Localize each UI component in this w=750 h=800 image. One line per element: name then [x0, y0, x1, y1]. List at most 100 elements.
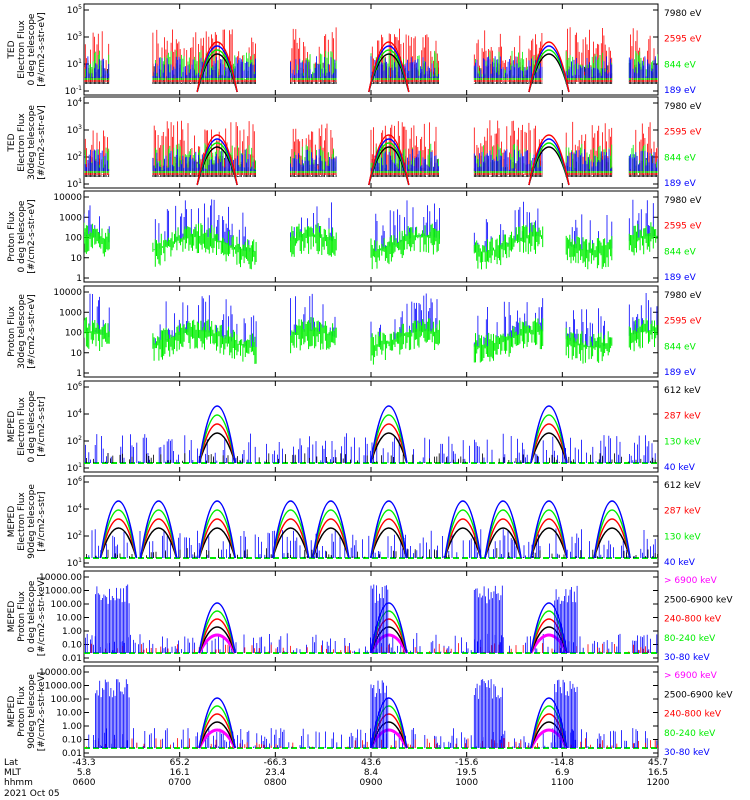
legend-entry: 189 eV: [664, 179, 697, 189]
y-tick-label: 1.00: [62, 722, 82, 732]
legend-entry: 2500-6900 keV: [664, 595, 733, 605]
footer-time-value: 0900: [360, 778, 383, 788]
y-tick-label: 101: [67, 178, 82, 190]
y-axis-label-line: [#/cm2-s-str-eV]: [27, 294, 37, 369]
y-axis-label-line: 90deg telescope: [27, 484, 37, 559]
y-axis-label-line: [#/cm2-s-str-eV]: [27, 199, 37, 274]
trace-arch: [530, 527, 568, 559]
y-tick-label: 105: [67, 4, 82, 16]
trace-band: [84, 222, 110, 257]
legend-entry: 7980 eV: [664, 9, 702, 19]
legend-entry: 130 keV: [664, 437, 701, 447]
trace-arch: [271, 518, 310, 559]
trace-arch: [139, 518, 178, 559]
y-axis-label-line: [#/cm2-s-str-keV]: [37, 577, 47, 656]
trace-arch: [528, 134, 570, 186]
y-tick-label: 104: [67, 408, 82, 420]
legend-entry: 240-800 keV: [664, 615, 722, 625]
trace-spike: [473, 585, 503, 653]
y-tick-label: 0.01: [62, 749, 82, 759]
y-axis-label-line: MEPED: [7, 601, 17, 633]
y-axis-label-line: Proton Flux: [7, 306, 17, 357]
y-tick-label: 106: [67, 381, 82, 393]
footer-mlt-value: 6.9: [555, 768, 570, 778]
trace-arch: [370, 518, 408, 559]
y-tick-label: 0.10: [62, 736, 82, 746]
trace-arch: [530, 405, 568, 464]
trace-band: [370, 223, 440, 270]
trace-spike: [473, 679, 503, 748]
legend-entry: 80-240 keV: [664, 634, 716, 644]
trace-arch: [528, 53, 570, 93]
legend-entry: 7980 eV: [664, 291, 702, 301]
trace-arch: [196, 134, 238, 186]
trace-arch: [99, 509, 138, 559]
footer-mlt-value: 16.1: [170, 768, 190, 778]
trace-spike: [370, 149, 439, 171]
trace-spike: [554, 585, 578, 653]
legend-entry: 40 keV: [664, 558, 696, 568]
panel-7: MEPED Proton Flux 0 deg telescope [#/cm2-s-…: [7, 570, 733, 664]
y-axis-label-line: TED: [7, 133, 17, 152]
legend-entry: 30-80 keV: [664, 748, 710, 758]
trace-spike: [554, 679, 578, 748]
trace-spike: [290, 293, 336, 338]
y-axis-label-line: [#/cm2-s-str]: [37, 396, 47, 456]
trace-spike: [290, 149, 337, 171]
trace-band: [84, 317, 110, 351]
y-axis-label-line: Proton Flux: [7, 211, 17, 262]
footer-lat-value: 65.2: [170, 758, 190, 768]
trace-arch: [530, 414, 568, 464]
trace-band: [565, 234, 613, 270]
legend-entry: 130 keV: [664, 532, 701, 542]
trace-spike: [565, 56, 613, 78]
trace-group: [84, 405, 658, 464]
y-axis-label-line: MEPED: [7, 696, 17, 728]
legend-entry: 844 eV: [664, 153, 697, 163]
y-axis-label-line: 90deg telescope: [27, 674, 37, 749]
y-axis-label-line: Electron Flux: [17, 492, 27, 551]
trace-arch: [139, 527, 178, 559]
y-tick-label: 100: [65, 329, 82, 339]
y-axis-label-line: TED: [7, 40, 17, 59]
y-tick-label: 0.01: [62, 654, 82, 664]
trace-arch: [368, 41, 410, 93]
y-tick-label: 10.00: [56, 709, 82, 719]
trace-group: [84, 679, 658, 749]
trace-arch: [370, 432, 408, 464]
trace-arch: [484, 518, 522, 559]
y-tick-label: 10-1: [65, 85, 83, 97]
y-axis-label-line: [#/cm2-s-str-eV]: [37, 105, 47, 180]
y-tick-label: 10000: [53, 288, 82, 298]
y-tick-label: 102: [67, 530, 82, 542]
trace-arch: [528, 49, 570, 93]
footer-time-value: 1000: [455, 778, 478, 788]
footer-lat-value: -14.8: [551, 758, 575, 768]
trace-arch: [529, 633, 569, 654]
trace-arch: [139, 509, 178, 559]
footer-lat-value: -15.6: [455, 758, 479, 768]
footer-mlt-value: 8.4: [364, 768, 379, 778]
footer-time-value: 1100: [551, 778, 574, 788]
trace-arch: [530, 432, 568, 464]
legend-entry: 40 keV: [664, 463, 696, 473]
trace-arch: [271, 500, 310, 559]
y-tick-label: 1000.00: [45, 682, 82, 692]
footer-mlt-value: 16.5: [648, 768, 668, 778]
legend-entry: 7980 eV: [664, 102, 702, 112]
legend-entry: 2595 eV: [664, 222, 702, 232]
trace-arch: [198, 414, 236, 464]
y-axis-label-line: 0 deg telescope: [27, 13, 37, 85]
trace-spike: [86, 738, 658, 748]
trace-band: [473, 222, 544, 270]
y-axis-label-line: 30deg telescope: [17, 294, 27, 369]
trace-arch: [312, 518, 350, 559]
footer-time-value: 0600: [73, 778, 96, 788]
y-axis-label-line: Proton Flux: [17, 591, 27, 642]
trace-arch: [368, 146, 410, 186]
trace-band: [152, 223, 257, 270]
trace-arch: [530, 500, 568, 559]
trace-arch: [99, 527, 138, 559]
trace-spike: [370, 680, 389, 748]
